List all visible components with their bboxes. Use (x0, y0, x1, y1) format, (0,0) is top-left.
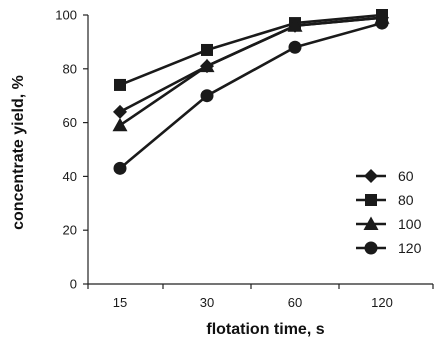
data-point-80-15 (114, 78, 126, 91)
x-tick-label: 60 (288, 295, 302, 310)
x-tick-label: 120 (371, 295, 393, 310)
series-line-100 (119, 16, 383, 127)
data-point-100-30 (199, 58, 215, 73)
data-point-120-120 (375, 16, 389, 30)
legend-label: 60 (398, 168, 414, 184)
data-point-100-60 (287, 18, 303, 32)
data-point-120-30 (200, 89, 214, 103)
x-tick-label: 30 (200, 295, 214, 310)
y-axis-title: concentrate yield, % (10, 75, 27, 230)
legend-marker-diamond (364, 169, 378, 183)
y-tick-label: 80 (63, 61, 77, 76)
legend-label: 80 (398, 192, 414, 208)
y-tick-label: 20 (63, 223, 77, 238)
series-line-120 (119, 21, 383, 170)
y-tick-label: 0 (70, 277, 77, 292)
legend-marker-triangle (363, 216, 379, 230)
data-point-60-15 (113, 104, 127, 119)
series-line-80 (119, 13, 383, 87)
legend-label: 100 (398, 216, 422, 232)
legend-marker-circle (364, 241, 378, 255)
y-tick-label: 100 (55, 8, 77, 23)
data-point-80-30 (201, 43, 213, 56)
legend-item-120: 120 (356, 240, 422, 256)
legend-item-100: 100 (356, 216, 422, 232)
x-tick-label: 15 (113, 295, 127, 310)
x-axis-title: flotation time, s (206, 321, 324, 338)
legend-item-60: 60 (356, 168, 414, 184)
legend-item-80: 80 (356, 192, 414, 208)
y-tick-label: 60 (63, 115, 77, 130)
legend-label: 120 (398, 240, 422, 256)
series-120 (113, 16, 389, 175)
y-tick-label: 40 (63, 169, 77, 184)
plot-area: 0 20 40 60 80 100 15 30 60 120 (55, 8, 434, 310)
data-point-120-15 (113, 161, 127, 175)
legend: 60 80 100 120 (356, 168, 422, 256)
data-point-120-60 (288, 40, 302, 54)
legend-marker-square (365, 194, 377, 206)
data-point-100-15 (112, 117, 128, 132)
series-layer (112, 9, 390, 175)
